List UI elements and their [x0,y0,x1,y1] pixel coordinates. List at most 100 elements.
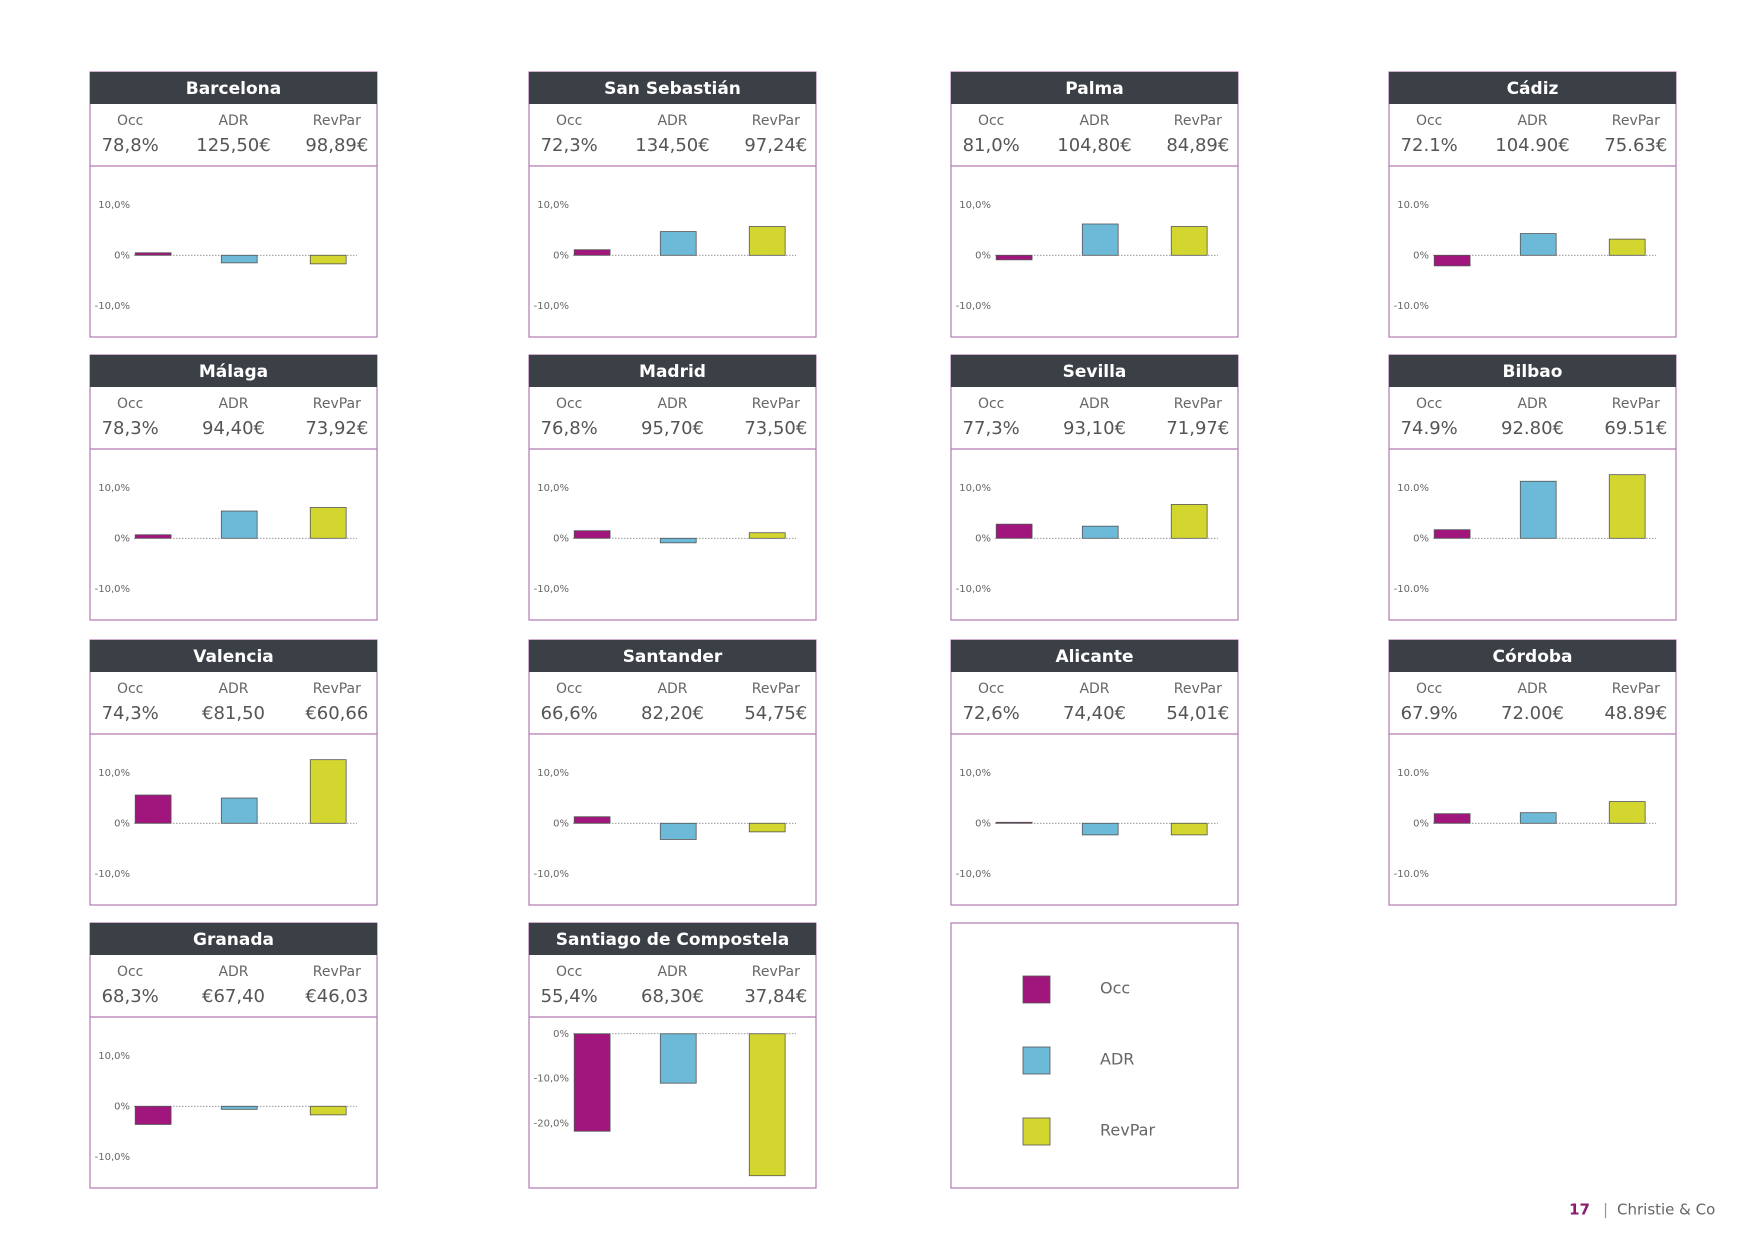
y-tick-label: -10,0% [956,301,991,312]
card-header [529,923,816,955]
stat-label: ADR [1517,396,1547,412]
bar [1170,504,1208,539]
stat-value: 74,40€ [1063,703,1126,724]
brand: Christie & Co [1617,1201,1715,1219]
bar [220,510,258,539]
stat-label: Occ [1416,113,1442,129]
legend-label: RevPar [1100,1121,1155,1140]
card-header [951,640,1238,672]
y-tick-label: -10,0% [534,869,569,880]
stat-label: Occ [1416,681,1442,697]
y-tick-label: 10,0% [98,1051,130,1062]
card-header [90,72,377,104]
stat-label: ADR [657,113,687,129]
card-header [1389,72,1676,104]
card-header [90,640,377,672]
stat-value: 73,50€ [744,418,807,439]
bar [134,252,172,256]
y-tick-label: 0% [553,1029,569,1040]
card [528,354,817,621]
y-tick-label: 0% [553,818,569,829]
card-title: Alicante [1055,647,1133,667]
card-header [1389,355,1676,387]
y-tick-label: 0% [114,1101,130,1112]
stat-label: ADR [657,396,687,412]
bar [309,507,347,539]
bar [573,530,611,539]
y-tick-label: 0% [1413,250,1429,261]
bar [748,822,786,833]
bar [995,523,1033,539]
stat-label: Occ [1416,396,1442,412]
y-tick-label: 0% [975,818,991,829]
stat-label: ADR [1079,681,1109,697]
card [950,71,1239,338]
stat-value: 67.9% [1401,703,1458,724]
bar [1433,813,1471,824]
bar [1608,474,1646,539]
card [528,71,817,338]
card [950,639,1239,906]
y-tick-label: 10,0% [537,200,569,211]
card-title: San Sebastián [604,79,741,99]
y-tick-label: 10,0% [959,200,991,211]
y-tick-label: 10,0% [537,768,569,779]
stat-value: 72,6% [963,703,1020,724]
stat-value: 72.1% [1401,135,1458,156]
y-tick-label: -10,0% [534,1074,569,1085]
bar [220,1105,258,1110]
stat-value: 72.00€ [1501,703,1564,724]
bar [1519,480,1557,539]
stat-value: €81,50 [202,703,265,724]
stat-value: 94,40€ [202,418,265,439]
stat-label: RevPar [1174,396,1222,412]
stat-label: RevPar [1174,681,1222,697]
y-tick-label: -10,0% [95,301,130,312]
card-header [951,355,1238,387]
card-header [529,72,816,104]
stat-value: €67,40 [202,986,265,1007]
y-tick-label: 0% [1413,533,1429,544]
stat-value: 71,97€ [1166,418,1229,439]
y-tick-label: 0% [975,250,991,261]
bar [1170,226,1208,256]
bar [573,816,611,824]
bar [1519,233,1557,256]
card-title: Santander [623,647,723,667]
stat-label: Occ [117,964,143,980]
card-title: Barcelona [186,79,282,99]
stat-label: RevPar [1174,113,1222,129]
stat-label: Occ [117,113,143,129]
stat-value: 134,50€ [635,135,709,156]
bar [309,254,347,265]
card-title: Sevilla [1063,362,1127,382]
card-title: Valencia [193,647,274,667]
y-tick-label: -10.0% [1394,301,1429,312]
stat-label: ADR [657,681,687,697]
bar [1081,822,1119,836]
y-tick-label: 0% [553,533,569,544]
stat-label: RevPar [313,964,361,980]
stat-value: 68,30€ [641,986,704,1007]
y-tick-label: -10,0% [534,301,569,312]
stat-value: 98,89€ [305,135,368,156]
legend-swatch [1022,1117,1051,1146]
bar [1519,812,1557,824]
bar [1608,801,1646,824]
y-tick-label: 0% [1413,818,1429,829]
stat-value: 55,4% [541,986,598,1007]
bar [995,254,1033,261]
card-header [529,640,816,672]
stat-label: RevPar [313,113,361,129]
stat-label: Occ [978,681,1004,697]
stat-value: 37,84€ [744,986,807,1007]
separator: | [1603,1201,1608,1219]
y-tick-label: -10,0% [534,584,569,595]
card [89,922,378,1189]
stat-label: RevPar [313,681,361,697]
stat-value: 92.80€ [1501,418,1564,439]
stat-value: €60,66 [305,703,368,724]
stat-value: 81,0% [963,135,1020,156]
bar [659,822,697,840]
bar [748,532,786,539]
